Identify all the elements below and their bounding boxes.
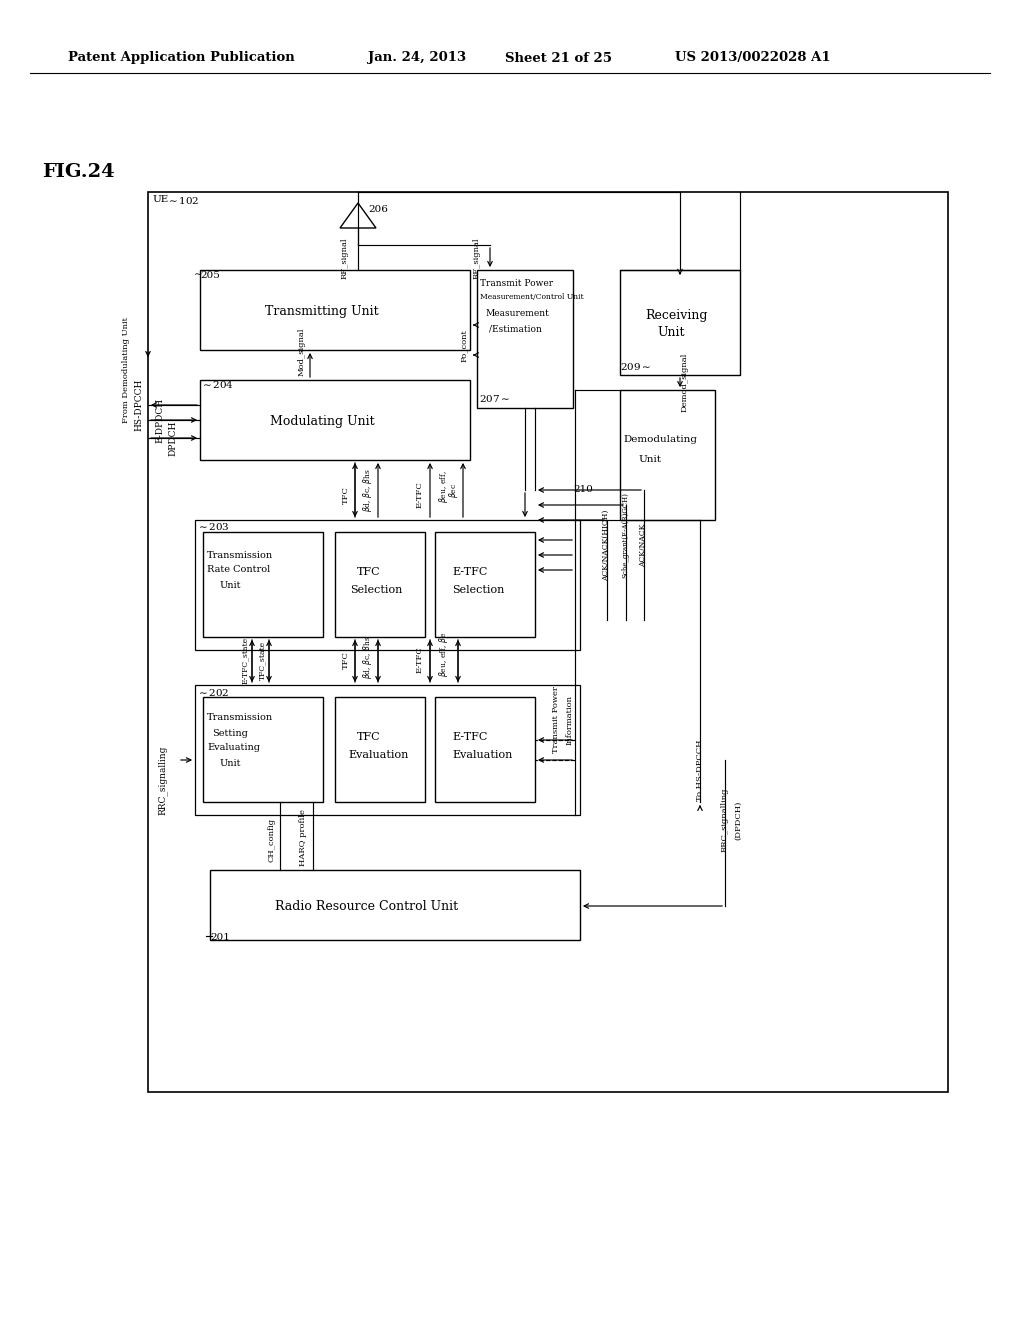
Text: Modulating Unit: Modulating Unit [270,414,375,428]
Text: RF_signal: RF_signal [473,238,481,279]
Text: Transmission: Transmission [207,550,273,560]
Text: Measurement/Control Unit: Measurement/Control Unit [480,293,584,301]
Text: E-TFC: E-TFC [452,568,487,577]
Bar [477,271,573,408]
Text: E-TFC: E-TFC [416,647,424,673]
Text: TFC: TFC [357,733,381,742]
Text: Unit: Unit [657,326,684,338]
Bar [203,697,323,803]
Text: E-TFC: E-TFC [452,733,487,742]
Text: Mod_signal: Mod_signal [298,327,306,376]
Text: 206: 206 [368,206,388,214]
Text: Transmitting Unit: Transmitting Unit [265,305,379,318]
Text: Unit: Unit [220,581,242,590]
Text: Transmission: Transmission [207,714,273,722]
Text: TFC_state: TFC_state [258,640,266,680]
Text: RF_signal: RF_signal [341,238,349,279]
Text: Setting: Setting [212,729,248,738]
Bar [200,380,470,459]
Text: Selection: Selection [350,585,402,595]
Text: Radio Resource Control Unit: Radio Resource Control Unit [275,899,458,912]
Text: Po_cont: Po_cont [460,330,468,363]
Text: (DPDCH): (DPDCH) [734,800,742,840]
Bar [335,532,425,638]
Text: Evaluation: Evaluation [348,750,409,760]
Text: E-TFC_state: E-TFC_state [241,636,249,684]
Text: $\beta$eu, eff, $\beta$e: $\beta$eu, eff, $\beta$e [437,631,451,677]
Text: Selection: Selection [452,585,505,595]
Text: ACK/NACK(HICH): ACK/NACK(HICH) [602,510,610,581]
Bar [200,271,470,350]
Text: $\beta$d, $\beta$c, $\beta$hs: $\beta$d, $\beta$c, $\beta$hs [361,635,375,678]
Text: Sche_grant(E-A(R)GCH): Sche_grant(E-A(R)GCH) [621,492,629,578]
Text: $\sim$204: $\sim$204 [200,380,234,391]
Text: Transmit Power: Transmit Power [552,686,560,754]
Bar [620,389,715,520]
Text: E-DPDCH: E-DPDCH [156,397,165,442]
Text: E-TFC: E-TFC [416,482,424,508]
Text: FIG.24: FIG.24 [42,162,115,181]
Text: ACK/NACK: ACK/NACK [639,523,647,566]
Text: $\beta$ec: $\beta$ec [446,482,460,498]
Text: Transmit Power: Transmit Power [480,280,553,289]
Text: CH_config: CH_config [268,818,276,862]
Text: From Demodulating Unit: From Demodulating Unit [122,317,130,422]
Bar [210,870,580,940]
Text: TFC: TFC [342,486,350,504]
Text: $\beta$eu, eff,: $\beta$eu, eff, [436,470,450,503]
Bar [148,191,948,1092]
Text: To HS-DPCCH: To HS-DPCCH [696,739,705,801]
Text: Receiving: Receiving [645,309,708,322]
Text: 210: 210 [573,486,593,495]
Text: TFC: TFC [357,568,381,577]
Text: Demod_signal: Demod_signal [681,352,689,412]
Text: 207$\sim$: 207$\sim$ [479,392,510,404]
Text: HARQ profile: HARQ profile [299,809,307,866]
Text: $\beta$d, $\beta$c, $\beta$hs: $\beta$d, $\beta$c, $\beta$hs [361,469,375,512]
Text: Evaluation: Evaluation [452,750,512,760]
Text: $\sim$: $\sim$ [191,268,203,277]
Text: 205: 205 [200,271,220,280]
Bar [335,697,425,803]
Text: /Estimation: /Estimation [489,325,542,334]
Bar [435,532,535,638]
Bar [203,532,323,638]
Text: Unit: Unit [638,455,662,465]
Text: HS-DPCCH: HS-DPCCH [134,379,143,432]
Text: UE: UE [152,195,168,205]
Text: Patent Application Publication: Patent Application Publication [68,51,295,65]
Text: Evaluating: Evaluating [207,743,260,752]
Text: $\sim$202: $\sim$202 [196,688,229,698]
Text: Information: Information [566,696,574,744]
Text: US 2013/0022028 A1: US 2013/0022028 A1 [675,51,830,65]
Text: RRC_signalling: RRC_signalling [721,788,729,853]
Text: $\sim$203: $\sim$203 [196,521,229,532]
Text: Demodulating: Demodulating [623,436,697,445]
Text: 201: 201 [210,933,229,942]
Text: RRC_signalling: RRC_signalling [158,746,168,814]
Text: Sheet 21 of 25: Sheet 21 of 25 [505,51,612,65]
Bar [435,697,535,803]
Text: 209$\sim$: 209$\sim$ [620,362,651,372]
Text: Rate Control: Rate Control [207,565,270,574]
Text: Unit: Unit [220,759,242,767]
Text: Measurement: Measurement [485,309,549,318]
Text: $\sim$102: $\sim$102 [166,194,200,206]
Bar [195,520,580,649]
Text: DPDCH: DPDCH [169,420,177,455]
Bar [195,685,580,814]
Text: TFC: TFC [342,651,350,669]
Text: Jan. 24, 2013: Jan. 24, 2013 [368,51,466,65]
Bar [620,271,740,375]
